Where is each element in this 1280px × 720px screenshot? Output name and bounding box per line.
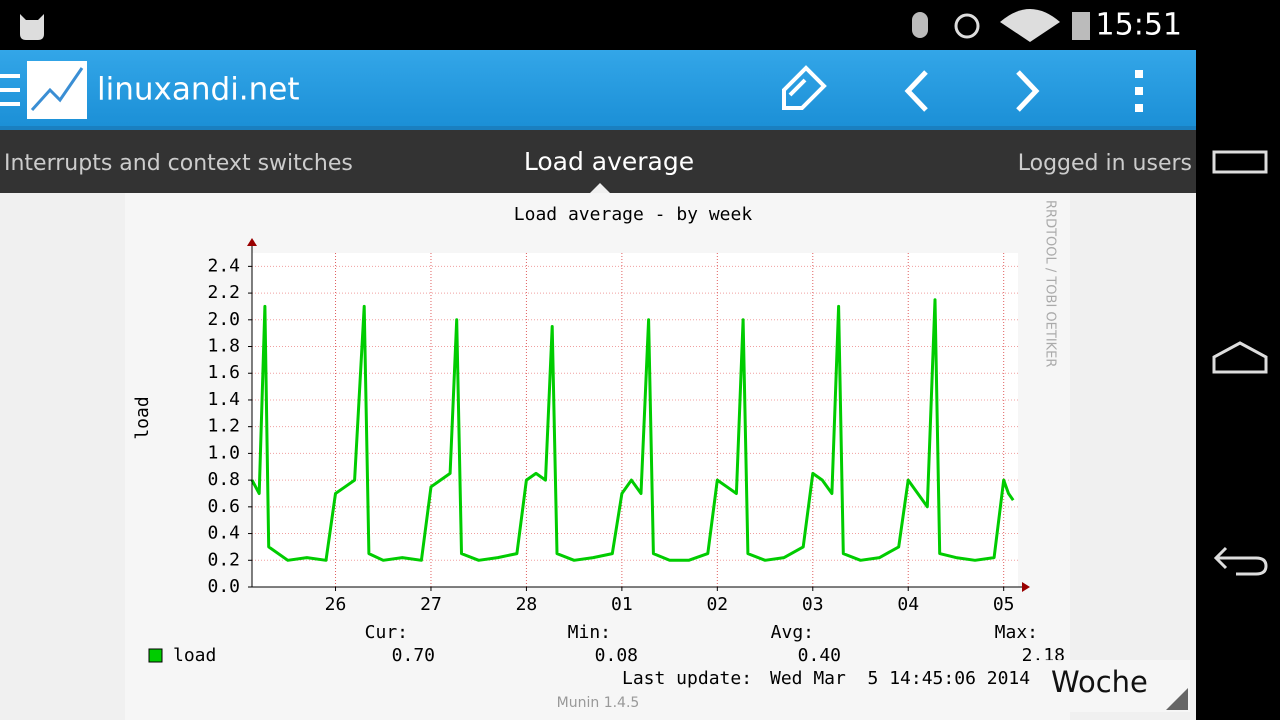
app-icon — [27, 61, 87, 119]
data-line — [250, 298, 1015, 562]
recents-button[interactable] — [1212, 150, 1268, 174]
last-update-label: Last update: — [622, 668, 752, 689]
y-tick-label: 1.6 — [207, 362, 240, 383]
stat-value: 0.40 — [798, 645, 841, 666]
y-tick-label: 0.2 — [207, 549, 240, 570]
stat-label: Min: — [568, 622, 611, 643]
edit-button[interactable] — [782, 65, 827, 110]
x-tick-label: 27 — [420, 594, 442, 615]
tab[interactable]: Logged in users — [1018, 151, 1192, 176]
tab-selected[interactable]: Load average — [524, 147, 694, 176]
y-tick-label: 1.8 — [207, 336, 240, 357]
nav-buttons — [1212, 150, 1268, 576]
app-bar — [0, 50, 1196, 128]
y-tick-label: 1.4 — [207, 389, 240, 410]
y-tick-label: 1.0 — [207, 442, 240, 463]
x-tick-label: 02 — [706, 594, 728, 615]
period-selector-label[interactable]: Woche — [1051, 665, 1148, 699]
stat-label: Cur: — [365, 622, 408, 643]
x-tick-label: 26 — [325, 594, 347, 615]
app-bar-border — [0, 126, 1196, 130]
clock: 15:51 — [1096, 8, 1182, 43]
tab[interactable]: Interrupts and context switches — [4, 151, 353, 176]
stat-value: 0.08 — [595, 645, 638, 666]
home-button[interactable] — [1212, 341, 1268, 374]
next-button[interactable] — [1016, 70, 1040, 112]
previous-button[interactable] — [904, 70, 928, 112]
x-axis-arrow — [1022, 582, 1030, 592]
chart-title: Load average - by week — [514, 204, 753, 225]
drawer-toggle[interactable] — [0, 74, 20, 106]
overflow-menu[interactable] — [1135, 70, 1143, 112]
x-tick-label: 05 — [993, 594, 1015, 615]
y-axis-title: load — [132, 396, 153, 439]
app-icon-graph — [30, 67, 84, 112]
status-icons — [20, 9, 1090, 42]
spinner-arrow — [1166, 688, 1188, 710]
x-tick-label: 04 — [897, 594, 919, 615]
plot: 0.0 0.2 0.4 0.6 0.8 1.0 1.2 1.4 1.6 1.8 2.0 2.2 2.4 2… — [207, 255, 1014, 615]
legend-swatch — [148, 648, 163, 663]
back-button[interactable] — [1213, 546, 1268, 576]
y-tick-label: 2.2 — [207, 282, 240, 303]
tab-indicator — [590, 183, 610, 193]
y-tick-label: 1.2 — [207, 416, 240, 437]
last-update: Wed Mar 5 14:45:06 2014 — [770, 668, 1030, 689]
y-tick-label: 0.6 — [207, 496, 240, 517]
grid — [248, 253, 1018, 591]
x-tick-label: 03 — [802, 594, 824, 615]
status-bar — [0, 0, 1280, 50]
y-tick-label: 0.4 — [207, 523, 240, 544]
stat-label: Avg: — [771, 622, 814, 643]
stat-value: 0.70 — [392, 645, 435, 666]
legend-label: load — [173, 645, 216, 666]
period-selector[interactable] — [1034, 660, 1190, 712]
y-tick-label: 0.0 — [207, 576, 240, 597]
watermark: RRDTOOL / TOBI OETIKER — [1043, 200, 1058, 367]
tab-strip — [0, 130, 1196, 193]
app-title: linuxandi.net — [97, 72, 300, 108]
x-tick-label: 01 — [611, 594, 633, 615]
plot-area — [252, 253, 1018, 587]
y-axis-arrow — [247, 238, 257, 246]
y-tick-label: 2.4 — [207, 255, 240, 276]
x-tick-label: 28 — [516, 594, 538, 615]
y-tick-label: 2.0 — [207, 309, 240, 330]
stat-label: Max: — [995, 622, 1038, 643]
footer: Munin 1.4.5 — [557, 695, 640, 711]
y-tick-label: 0.8 — [207, 469, 240, 490]
